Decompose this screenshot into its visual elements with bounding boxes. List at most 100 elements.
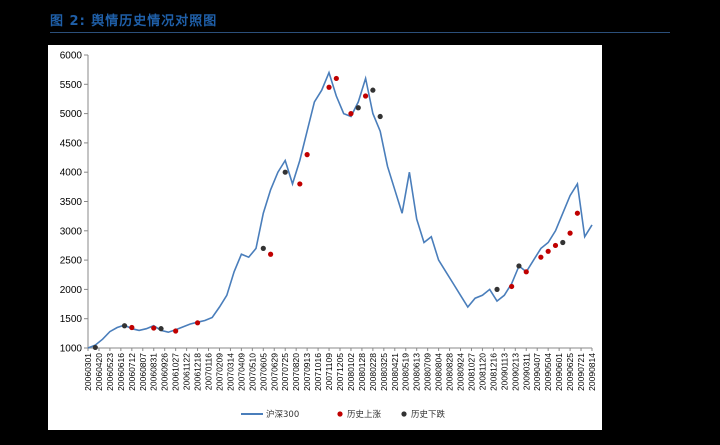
marker-down	[92, 344, 98, 351]
marker-down	[377, 113, 383, 120]
x-tick-label: 20080924	[456, 353, 466, 391]
chart-svg: 1000 1500 2000 2500 3000 3500 4000 4500 5000 5500…	[60, 51, 597, 421]
x-tick-label: 20070725	[280, 353, 290, 391]
x-tick-label: 20070116	[204, 353, 214, 390]
x-tick-label: 20060807	[138, 353, 148, 391]
legend-label-down: 历史下跌	[411, 409, 446, 420]
x-tick-label: 20080102	[346, 353, 356, 391]
marker-up	[523, 269, 529, 275]
figure-title: 图 2: 舆情历史情况对照图	[50, 14, 218, 29]
marker-up	[326, 84, 332, 90]
y-tick-label: 1500	[60, 314, 83, 325]
marker-up	[545, 248, 551, 254]
x-tick-label: 20061122	[182, 353, 192, 390]
marker-up	[268, 251, 274, 257]
x-tick-label: 20090625	[565, 353, 575, 391]
x-tick-label: 20090113	[499, 353, 509, 390]
x-tick-label: 20061218	[193, 353, 203, 391]
x-tick-label: 20090601	[554, 353, 564, 391]
x-tick-label: 20080228	[368, 353, 378, 391]
x-tick-label: 20060616	[116, 353, 126, 391]
legend-down-swatch	[401, 411, 407, 417]
series-markers	[92, 75, 580, 351]
x-tick-label: 20080421	[390, 353, 400, 391]
x-tick-label: 20060301	[83, 353, 93, 391]
x-tick-label: 20080828	[445, 353, 455, 391]
x-tick-label: 20080804	[434, 353, 444, 391]
x-tick-label: 20060926	[160, 353, 170, 391]
marker-up	[304, 152, 310, 158]
marker-up	[509, 283, 515, 290]
x-tick-label: 20090721	[576, 353, 586, 391]
x-tick-label: 20060831	[149, 353, 159, 391]
legend: 沪深300 历史上涨 历史下跌	[241, 409, 446, 420]
marker-up	[574, 210, 580, 216]
marker-down	[494, 286, 500, 292]
x-tick-label: 20060420	[94, 353, 104, 391]
x-tick-label: 20070510	[247, 353, 257, 391]
x-tick-label: 20061027	[171, 353, 181, 391]
marker-down	[560, 239, 566, 246]
y-tick-label: 6000	[60, 51, 83, 62]
marker-down	[158, 326, 164, 332]
x-tick-label: 20081216	[488, 353, 498, 391]
marker-down	[370, 87, 376, 93]
marker-up	[348, 111, 354, 117]
marker-up	[129, 324, 135, 331]
x-tick-label: 20070913	[302, 353, 312, 391]
y-tick-label: 4500	[60, 138, 83, 149]
x-tick-label: 20081120	[477, 353, 487, 390]
y-tick-label: 5500	[60, 80, 83, 91]
marker-up	[538, 254, 544, 260]
legend-label-up: 历史上涨	[347, 409, 382, 420]
x-tick-label: 20080519	[401, 353, 411, 391]
x-tick-label: 20060712	[127, 353, 137, 391]
x-tick-label: 20090213	[510, 353, 520, 391]
marker-up	[173, 328, 179, 334]
x-tick-label: 20060523	[105, 353, 115, 391]
title-rule	[50, 32, 670, 33]
x-tick-label: 20080613	[412, 353, 422, 391]
x-tick-label: 20090311	[521, 353, 531, 390]
x-tick-label: 20070605	[258, 353, 268, 391]
x-tick-label: 20080128	[357, 353, 367, 391]
x-tick-label: 20071205	[335, 353, 345, 391]
x-tick-label: 20080325	[379, 353, 389, 391]
x-tick-label: 20071109	[324, 353, 334, 390]
marker-down	[260, 245, 266, 251]
x-tick-label: 20070209	[214, 353, 224, 391]
marker-down	[282, 169, 288, 175]
x-tick-label: 20080709	[423, 353, 433, 391]
y-tick-label: 2500	[60, 256, 83, 267]
y-tick-label: 1000	[60, 344, 83, 355]
y-tick-label: 4000	[60, 168, 83, 179]
x-tick-label: 20070409	[236, 353, 246, 391]
y-tick-label: 3500	[60, 197, 83, 208]
marker-up	[151, 325, 157, 331]
marker-down	[355, 105, 361, 111]
marker-down	[516, 263, 522, 269]
x-tick-label: 20081027	[466, 353, 476, 391]
x-tick-label: 20090814	[587, 353, 597, 391]
legend-up-swatch	[337, 411, 343, 417]
y-tick-label: 5000	[60, 109, 83, 120]
x-tick-label: 20070629	[269, 353, 279, 391]
marker-up	[567, 230, 573, 236]
x-tick-label: 20090407	[532, 353, 542, 391]
y-tick-label: 3000	[60, 226, 83, 237]
x-tick-label: 20070314	[225, 353, 235, 391]
marker-up	[333, 75, 339, 82]
x-axis-ticks: 20060301 20060420 20060523 20060616 20060712…	[83, 348, 597, 391]
marker-up	[194, 320, 201, 326]
marker-up	[297, 181, 303, 187]
y-tick-label: 2000	[60, 285, 83, 296]
marker-up	[362, 93, 369, 99]
marker-up	[552, 242, 559, 249]
marker-down	[121, 323, 128, 329]
legend-label-hs300: 沪深300	[266, 409, 299, 420]
x-tick-label: 20070820	[291, 353, 301, 391]
y-axis-ticks: 1000 1500 2000 2500 3000 3500 4000 4500 5000 5500…	[60, 51, 88, 355]
x-tick-label: 20090504	[543, 353, 553, 391]
chart-area: 1000 1500 2000 2500 3000 3500 4000 4500 5000 5500…	[48, 45, 602, 430]
x-tick-label: 20071016	[313, 353, 323, 391]
